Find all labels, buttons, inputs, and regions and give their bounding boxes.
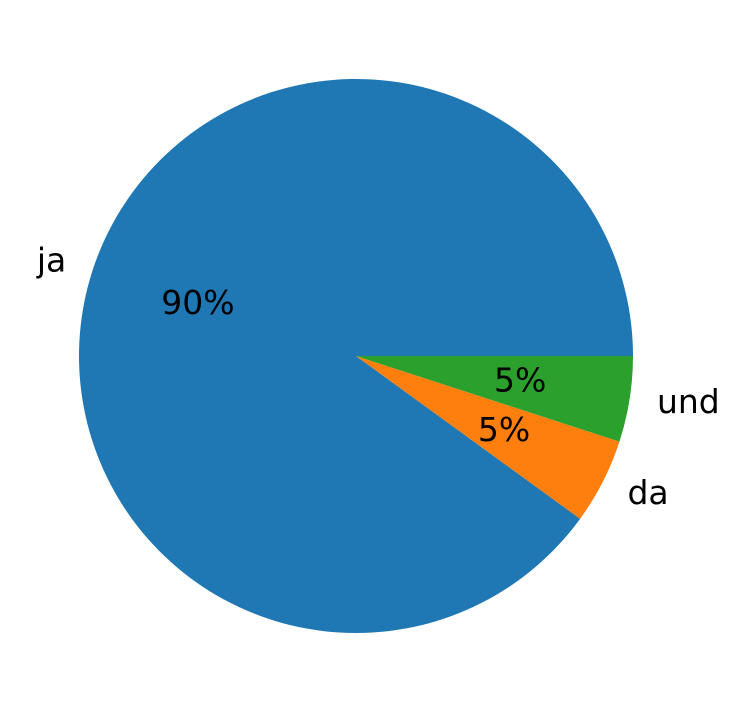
slice-label: und <box>657 382 720 421</box>
percent-label: 5% <box>494 360 546 399</box>
pie-slice <box>78 79 633 634</box>
pie-slice <box>356 356 633 442</box>
slice-label: da <box>627 473 668 512</box>
slice-label: ja <box>36 240 66 279</box>
percent-label: 90% <box>161 283 234 322</box>
pie-slice <box>356 356 620 519</box>
percent-label: 5% <box>478 410 530 449</box>
